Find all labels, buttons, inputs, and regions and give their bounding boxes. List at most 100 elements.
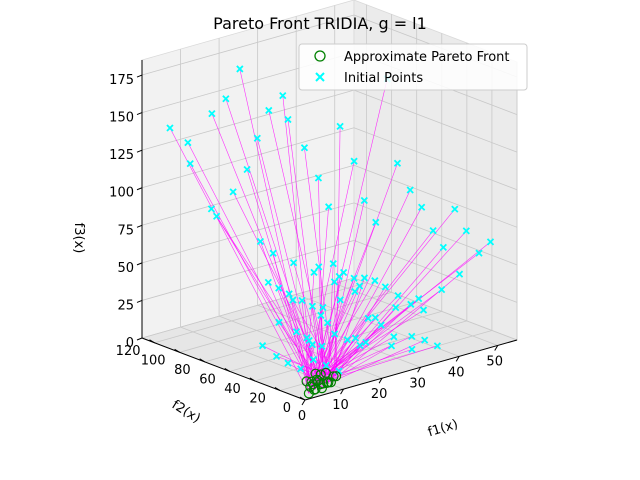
z-tick-label: 125 (109, 148, 134, 163)
grid-line-f3-side (353, 164, 518, 228)
initial-point (314, 174, 323, 182)
initial-point (289, 296, 297, 304)
initial-point (222, 95, 230, 103)
initial-point (418, 203, 426, 211)
initial-point (408, 332, 416, 341)
connector-line (211, 208, 328, 384)
z-tick-label: 25 (117, 298, 134, 313)
pareto-front-point (323, 377, 334, 388)
initial-point (310, 268, 318, 276)
connector-line (278, 287, 321, 385)
y-tick-mark (174, 348, 180, 353)
initial-point (421, 336, 429, 344)
y-tick-label: 100 (141, 353, 166, 368)
z-tick-mark (136, 337, 143, 341)
z-tick-label: 75 (117, 223, 134, 238)
y-tick-mark (149, 339, 155, 344)
initial-point (415, 294, 423, 303)
x-tick-mark (301, 399, 306, 406)
x-tick-label: 50 (486, 355, 503, 370)
legend: Approximate Pareto Front Initial Points (298, 43, 528, 91)
z-tick-mark (136, 149, 143, 153)
connector-line (287, 119, 321, 375)
connector-line (318, 349, 413, 381)
connector-line (334, 281, 337, 377)
grid-line-f3-back (141, 164, 355, 226)
connector-line (311, 252, 480, 383)
x-tick-label: 40 (448, 365, 465, 380)
pareto-front-point (315, 369, 326, 380)
initial-point (258, 342, 267, 350)
initial-point (437, 285, 446, 294)
x-tick-mark (378, 377, 383, 384)
initial-point (350, 274, 358, 282)
y-tick-mark (249, 377, 256, 382)
y-tick-mark (199, 358, 205, 363)
initial-point (330, 330, 339, 338)
initial-point (475, 249, 483, 257)
pareto-front-point (325, 377, 336, 388)
grid-line-f3-back (141, 240, 355, 301)
initial-point (372, 218, 380, 226)
connector-line (316, 208, 456, 380)
initial-point (351, 287, 359, 296)
z-tick-label: 100 (109, 186, 134, 201)
connector-line (211, 113, 321, 385)
y-tick-mark (224, 367, 231, 372)
initial-point (455, 270, 464, 278)
initial-point (269, 249, 277, 257)
y-tick-mark (299, 396, 306, 401)
initial-point (305, 336, 313, 345)
connector-line (306, 161, 355, 382)
initial-point (300, 144, 309, 152)
x-tick-mark (417, 367, 422, 373)
pareto-front-point (307, 379, 319, 390)
grid-line-f3-back (141, 277, 355, 339)
x-tick-mark (455, 356, 460, 362)
initial-point (186, 160, 194, 168)
x-tick-mark (494, 345, 499, 351)
connector-line (276, 356, 334, 377)
initial-point (256, 237, 265, 246)
initial-point (264, 278, 272, 286)
initial-point (360, 196, 368, 205)
initial-point (322, 361, 330, 369)
z-tick-label: 0 (126, 336, 134, 351)
initial-point (462, 227, 470, 235)
initial-point (377, 321, 385, 329)
initial-point (393, 159, 402, 167)
grid-line-f2-floor (154, 282, 367, 344)
initial-point (212, 212, 221, 220)
initial-point (236, 65, 244, 73)
z-tick-mark (136, 299, 143, 303)
initial-point (207, 205, 216, 213)
initial-point (285, 290, 293, 298)
initial-point (309, 355, 318, 364)
initial-point (284, 115, 292, 124)
initial-point (336, 296, 344, 304)
grid-line-f3-side (353, 240, 518, 303)
x-tick-label: 10 (332, 398, 349, 413)
connector-line (301, 300, 311, 387)
connector-line (335, 126, 341, 377)
grid-line-f3-back (141, 127, 355, 189)
connector-line (304, 147, 334, 377)
y-tick-label: 80 (174, 363, 191, 378)
initial-point (284, 359, 292, 367)
connector-line (312, 289, 442, 385)
connector-line (189, 163, 315, 390)
z-axis-label: f3(x) (71, 223, 86, 254)
connector-line (187, 142, 316, 390)
connector-line (328, 304, 412, 383)
grid-line-f3-back (141, 89, 355, 151)
initial-point (406, 186, 414, 194)
legend-frame (298, 43, 528, 91)
y-tick-label: 20 (249, 392, 266, 407)
x-tick-mark (340, 388, 344, 395)
connector-line (300, 368, 316, 374)
y-tick-label: 0 (283, 401, 291, 416)
z-tick-label: 50 (117, 261, 134, 276)
pareto-front-series (301, 367, 342, 399)
tick-labels: 0102030405002040608010012002550751001251… (109, 73, 503, 424)
initial-point (360, 274, 369, 282)
